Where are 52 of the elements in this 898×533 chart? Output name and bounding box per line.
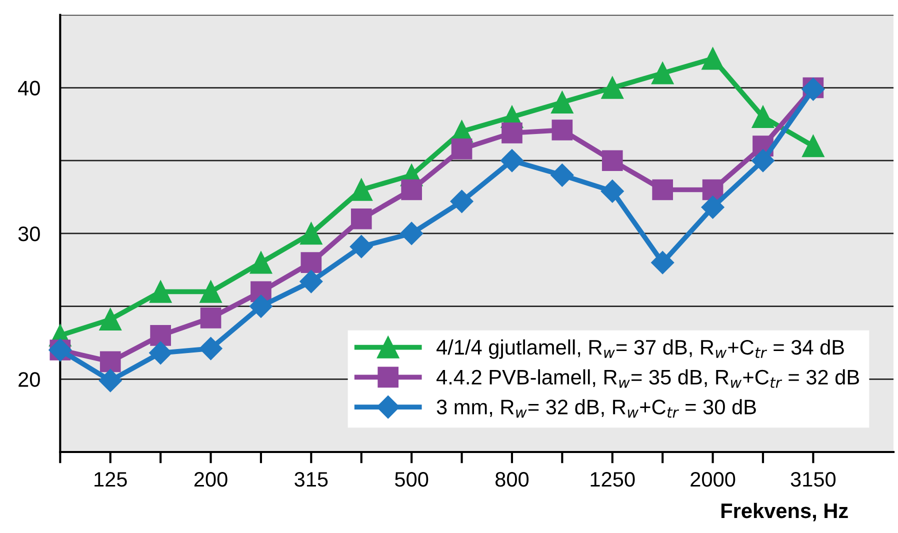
x-tick-label: 125 bbox=[94, 472, 127, 487]
point bbox=[350, 235, 373, 258]
legend-label: 4.4.2 PVB-lamell, R$_{w}$= 35 dB, R$_{w}$+C$_{tr}$ = 32 dB bbox=[436, 369, 859, 388]
point bbox=[100, 351, 121, 372]
point bbox=[601, 76, 624, 99]
point bbox=[651, 62, 674, 84]
point bbox=[651, 251, 674, 274]
point bbox=[200, 308, 222, 328]
point bbox=[199, 337, 222, 360]
point bbox=[502, 122, 522, 144]
point bbox=[802, 134, 824, 158]
point bbox=[702, 48, 724, 70]
x-tick-label: 315 bbox=[294, 472, 328, 487]
point bbox=[300, 222, 322, 245]
point bbox=[652, 179, 673, 200]
x-tick-label: 500 bbox=[395, 472, 428, 487]
point bbox=[602, 150, 623, 172]
point bbox=[751, 149, 774, 172]
point bbox=[350, 208, 372, 230]
point bbox=[400, 222, 424, 245]
y-tick-label: 40 bbox=[18, 80, 40, 96]
point bbox=[701, 196, 724, 219]
x-tick-label: 800 bbox=[496, 472, 529, 487]
point bbox=[99, 308, 122, 331]
y-tick-label: 20 bbox=[18, 372, 40, 387]
point bbox=[500, 149, 524, 172]
point bbox=[150, 325, 171, 346]
point bbox=[250, 251, 272, 274]
point bbox=[300, 252, 322, 274]
point bbox=[550, 164, 574, 187]
legend-label: 3 mm, R$_{w}$= 32 dB, R$_{w}$+C$_{tr}$ = 30 dB bbox=[436, 399, 756, 418]
point bbox=[149, 341, 172, 364]
point bbox=[451, 138, 472, 160]
x-tick-label: 200 bbox=[194, 472, 228, 487]
point bbox=[401, 179, 422, 200]
point bbox=[552, 120, 573, 140]
legend-label: 4/1/4 gjutlamell, R$_{w}$= 37 dB, R$_{w}$+C$_{tr}$ = 34 dB bbox=[436, 339, 844, 359]
point bbox=[200, 280, 222, 303]
point bbox=[600, 180, 624, 203]
point bbox=[752, 106, 774, 128]
point bbox=[300, 270, 323, 294]
point bbox=[450, 190, 474, 213]
point bbox=[350, 178, 372, 201]
x-tick-label: 3150 bbox=[790, 472, 836, 487]
point bbox=[149, 280, 172, 303]
x-tick-label: 2000 bbox=[690, 472, 736, 487]
point bbox=[249, 294, 272, 318]
point bbox=[551, 91, 574, 114]
y-tick-label: 30 bbox=[18, 226, 40, 242]
x-tick-label: 1250 bbox=[590, 472, 635, 487]
x-axis-title: Frekvens, Hz bbox=[721, 502, 848, 522]
point bbox=[98, 369, 122, 392]
